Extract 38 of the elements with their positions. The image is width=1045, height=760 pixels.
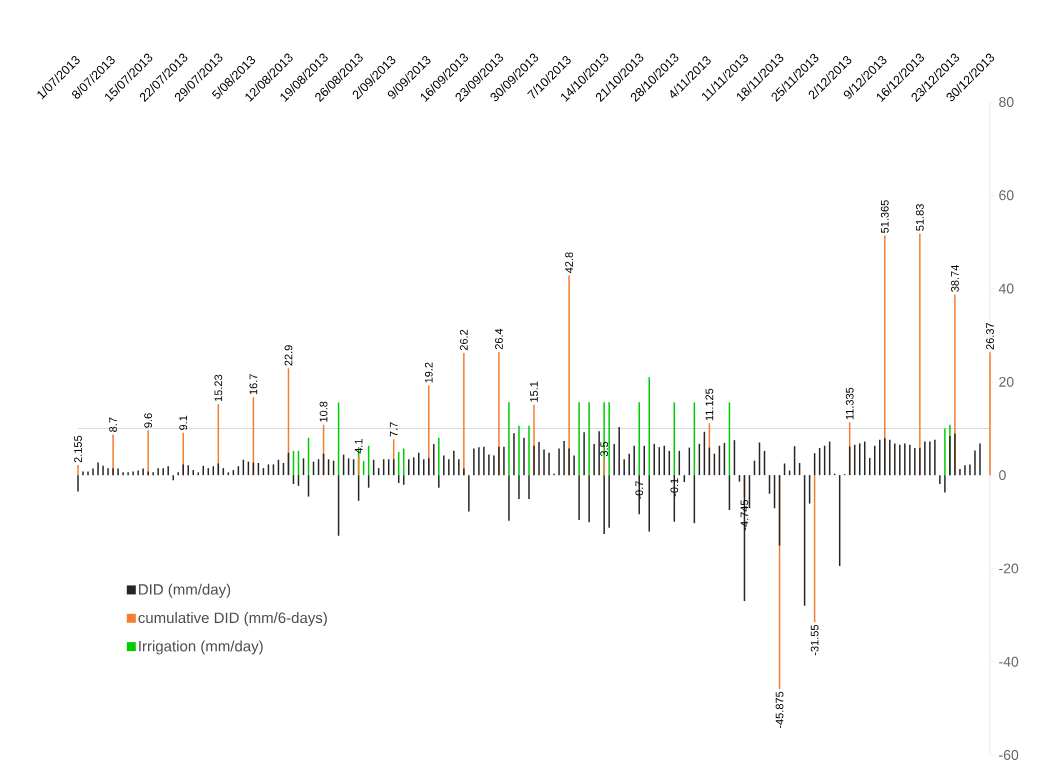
data-label: 19.2	[424, 362, 433, 383]
data-label: 42.8	[565, 252, 573, 274]
y-tick-label: -60	[999, 750, 1019, 760]
y-tick-label: 80	[999, 97, 1014, 107]
data-label: 2.155	[74, 435, 82, 463]
data-label: 3.5	[600, 441, 609, 457]
y-tick-label: 40	[998, 283, 1014, 294]
legend-label: Irrigation (mm/day)	[139, 640, 263, 655]
data-label: 7.7	[389, 422, 398, 437]
data-label: -0.7	[635, 481, 644, 500]
y-tick-label: 0	[999, 470, 1006, 481]
data-label: 4.1	[354, 439, 363, 454]
y-tick-label: -20	[999, 563, 1019, 574]
y-tick-label: 60	[999, 190, 1014, 201]
data-label: 10.8	[319, 401, 328, 422]
data-label: 15.1	[530, 381, 538, 402]
data-label: 11.335	[845, 387, 854, 420]
data-label: 9.1	[179, 415, 188, 430]
data-label: 38.74	[951, 265, 959, 292]
data-label: -45.875	[775, 691, 784, 729]
legend-label: DID (mm/day)	[139, 583, 231, 598]
legend-label: cumulative DID (mm/6-days)	[138, 612, 327, 627]
data-label: 16.7	[249, 374, 258, 395]
y-tick-label: 20	[999, 376, 1014, 387]
data-label: -31.55	[810, 624, 819, 656]
data-label: 26.4	[495, 328, 503, 350]
data-label: 22.9	[284, 345, 293, 366]
data-label: 26.37	[986, 322, 994, 350]
data-label: 51.83	[915, 204, 924, 231]
data-label: 8.7	[109, 417, 117, 432]
data-label: -4.745	[740, 499, 749, 531]
data-label: 15.23	[214, 374, 223, 402]
y-tick-label: -40	[999, 656, 1019, 667]
data-label: 26.2	[459, 329, 468, 351]
data-label: 51.365	[880, 200, 889, 233]
data-label: -0.1	[670, 478, 679, 497]
data-label: 9.6	[144, 413, 153, 428]
data-label: 11.125	[705, 388, 714, 421]
